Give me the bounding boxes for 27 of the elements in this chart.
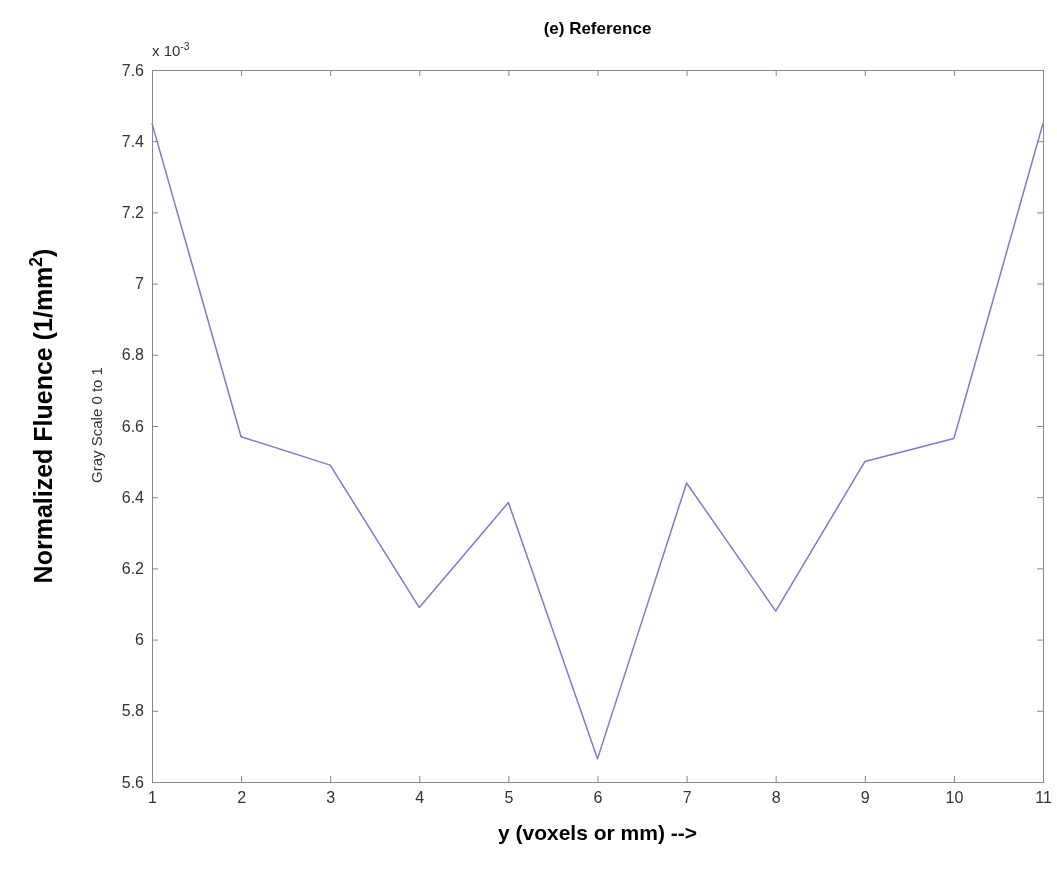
y-tick-label: 7.6 — [121, 61, 145, 79]
line-series — [151, 122, 1044, 760]
y-tick-label: 7 — [135, 275, 145, 293]
y-tick-label: 5.6 — [121, 773, 145, 791]
x-tick-label: 6 — [593, 789, 603, 807]
x-tick-label: 1 — [148, 789, 158, 807]
x-tick-label: 5 — [504, 789, 514, 807]
x-tick-label: 2 — [237, 789, 247, 807]
y-tick-label: 6.8 — [121, 346, 145, 364]
x-tick-label: 4 — [415, 789, 425, 807]
y-tick-label: 6 — [135, 631, 145, 649]
y-tick-label: 5.8 — [121, 702, 145, 720]
y-tick-label: 6.6 — [121, 417, 145, 435]
x-tick-label: 3 — [326, 789, 336, 807]
y-tick-label: 6.2 — [121, 560, 145, 578]
text: Gray Scale 0 to 1 — [88, 367, 105, 483]
x-tick-label: 9 — [860, 789, 870, 807]
y-tick-label: 7.4 — [121, 132, 145, 150]
y-tick-label: 6.4 — [121, 488, 145, 506]
y-tick-label: 7.2 — [121, 204, 145, 222]
x-tick-label: 11 — [1035, 789, 1052, 807]
x-tick-label: 7 — [682, 789, 692, 807]
chart-title: (e) Reference — [543, 19, 652, 38]
x-tick-label: 8 — [771, 789, 781, 807]
x-axis-title: y (voxels or mm) --> — [498, 821, 697, 844]
text: x 10$^{-3}$ — [152, 40, 190, 59]
x-tick-label: 10 — [945, 789, 964, 807]
